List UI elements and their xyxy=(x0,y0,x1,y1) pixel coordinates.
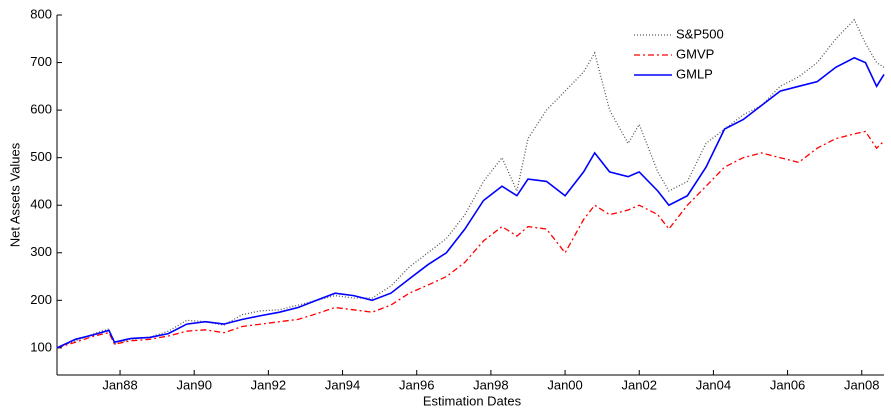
y-tick-label: 400 xyxy=(30,197,52,212)
legend-label: S&P500 xyxy=(676,26,724,41)
x-tick-label: Jan04 xyxy=(696,377,731,392)
y-tick-label: 100 xyxy=(30,339,52,354)
x-tick-label: Jan98 xyxy=(473,377,508,392)
y-tick-label: 700 xyxy=(30,54,52,69)
legend-label: GMVP xyxy=(676,46,714,61)
y-tick-label: 200 xyxy=(30,292,52,307)
x-axis-label: Estimation Dates xyxy=(423,393,522,408)
x-tick-label: Jan02 xyxy=(622,377,657,392)
y-axis-label: Net Assets Values xyxy=(7,142,22,247)
legend-label: GMLP xyxy=(676,66,713,81)
x-tick-label: Jan96 xyxy=(399,377,434,392)
series-line xyxy=(56,18,885,349)
series-line xyxy=(56,56,885,349)
x-tick-label: Jan92 xyxy=(251,377,286,392)
series-line xyxy=(56,130,885,349)
x-tick-label: Jan90 xyxy=(177,377,212,392)
y-tick-label: 600 xyxy=(30,102,52,117)
x-tick-label: Jan94 xyxy=(325,377,360,392)
x-tick-label: Jan08 xyxy=(844,377,879,392)
x-tick-label: Jan06 xyxy=(770,377,805,392)
y-tick-label: 500 xyxy=(30,149,52,164)
x-tick-label: Jan00 xyxy=(547,377,582,392)
x-tick-label: Jan88 xyxy=(102,377,137,392)
y-tick-label: 300 xyxy=(30,244,52,259)
y-tick-label: 800 xyxy=(30,6,52,21)
